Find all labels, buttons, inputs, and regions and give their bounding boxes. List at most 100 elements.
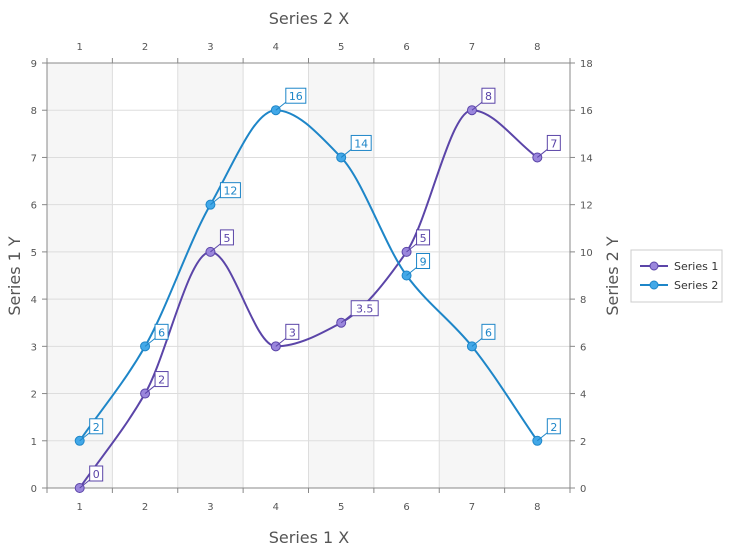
series-2-label-box [546,418,561,435]
x-axis-top-title: Series 2 X [269,9,350,28]
series-2-label-box [416,253,431,269]
data-labels-layer: 0 2 5 3 3.5 5 8 7 2 6 12 16 14 9 6 2 [79,87,561,489]
y-axis-right-tick-label: 2 [580,437,586,448]
series-2-label-box [89,418,104,435]
series-1-data-label: 5 [420,232,427,245]
series-2-data-label: 14 [354,137,368,150]
series-1-label-leader [275,337,287,347]
series-1-label-box [481,87,496,104]
series-1-label-box [350,300,379,317]
series-1-label-box [416,229,431,246]
x-axis-top-tick-label: 8 [534,42,540,53]
series-1-label-leader [406,243,417,253]
y-axis-left-tick-label: 9 [31,59,37,70]
x-axis-top-tick-label: 1 [77,42,83,53]
x-axis-top-tick-label: 7 [469,42,475,53]
y-axis-left-tick-label: 6 [31,201,37,212]
x-axis-top-tick-label: 2 [142,42,148,53]
series-2-data-label: 2 [550,421,557,434]
series-2-label-box [219,182,241,199]
series-1-label-leader [79,479,90,489]
legend: Series 1 Series 2 [630,249,723,303]
series-2-data-label: 9 [420,256,427,269]
y-axis-right-tick-label: 10 [580,248,593,259]
series-1-data-label: 5 [223,232,230,245]
legend-marker-series-1 [649,261,659,271]
series-1-label-leader [144,385,156,394]
series-1-label-leader [210,243,221,253]
x-axis-top-tick-label: 3 [207,42,213,53]
plot-band [47,63,113,488]
x-axis-bottom-tick-label: 5 [338,502,344,513]
y-axis-right-tick-label: 4 [580,390,586,401]
series-2-label-leader [210,196,221,206]
series-1-data-label: 0 [93,468,100,481]
series-2-label-leader [471,337,483,347]
series-2-label-leader [144,337,156,347]
series-2-label-box [285,87,307,104]
axes: 1 2 3 4 5 6 7 81 2 3 4 5 6 7 8012345678902468101214161… [31,42,593,513]
x-axis-bottom-tick-label: 3 [207,502,213,513]
y-axis-left-tick-label: 2 [31,390,37,401]
series-1-label-box [285,323,300,340]
series-1-label-box [219,229,234,246]
y-axis-right-tick-label: 16 [580,106,593,117]
x-axis-top-tick-label: 6 [403,42,409,53]
series-2-label-leader [406,267,417,276]
series-2-data-label: 12 [223,185,237,198]
series-1-data-label: 8 [485,90,492,103]
series-1-data-label: 3.5 [356,303,374,316]
y-axis-left-tick-label: 5 [31,248,37,259]
x-axis-bottom-tick-label: 8 [534,502,540,513]
y-axis-right-tick-label: 0 [580,484,586,495]
series-2-label-leader [275,101,287,111]
series-1-label-box [154,371,169,388]
legend-item-series-1[interactable]: Series 1 [640,260,718,273]
series-1-label-leader [537,149,548,158]
series-1-data-label: 7 [550,137,557,150]
x-axis-bottom-tick-label: 4 [273,502,279,513]
series-2-data-label: 6 [158,326,165,339]
y-axis-left-tick-label: 3 [31,342,37,353]
x-axis-bottom-tick-label: 2 [142,502,148,513]
legend-label-series-2: Series 2 [674,279,718,292]
series-1-label-leader [471,101,483,111]
x-axis-bottom-tick-label: 1 [77,502,83,513]
series-1-label-box [546,134,561,151]
plot-band [308,63,374,488]
x-axis-bottom-tick-label: 7 [469,502,475,513]
alternating-bands [47,63,505,488]
y-axis-left-tick-label: 4 [31,295,37,306]
y-axis-right-tick-label: 14 [580,153,593,164]
y-axis-right-tick-label: 18 [580,59,593,70]
series-2-label-leader [79,432,90,442]
legend-box [630,249,723,303]
plot-band [439,63,505,488]
series-2-label-box [350,134,372,151]
series-2-label-box [481,323,496,340]
y-axis-right-tick-label: 6 [580,342,586,353]
series-2-label-leader [340,149,352,158]
y-axis-right-tick-label: 8 [580,295,586,306]
legend-item-series-2[interactable]: Series 2 [640,279,718,292]
y-axis-left-tick-label: 8 [31,106,37,117]
series-2-data-label: 16 [289,90,303,103]
y-axis-left-tick-label: 7 [31,153,37,164]
series-2-label-box [154,323,169,340]
series-1-label-box [89,465,104,482]
y-axis-right-tick-label: 12 [580,201,593,212]
y-axis-left-tick-label: 0 [31,484,37,495]
series-1-line [78,109,538,489]
legend-label-series-1: Series 1 [674,260,718,273]
legend-marker-series-2 [649,280,659,290]
series-2-line [78,109,539,442]
series-1-data-label: 3 [289,326,296,339]
series-2-label-leader [537,432,548,442]
x-axis-top-tick-label: 5 [338,42,344,53]
series-2-data-label: 2 [93,421,100,434]
y-axis-right-title: Series 2 Y [603,236,622,316]
plot-band [177,63,244,488]
x-axis-top-tick-label: 4 [273,42,279,53]
y-axis-left-tick-label: 1 [31,437,37,448]
